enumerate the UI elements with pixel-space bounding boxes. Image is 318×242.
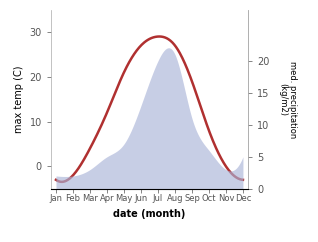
Y-axis label: max temp (C): max temp (C): [14, 66, 24, 133]
Y-axis label: med. precipitation
(kg/m2): med. precipitation (kg/m2): [278, 60, 297, 138]
X-axis label: date (month): date (month): [113, 209, 186, 219]
